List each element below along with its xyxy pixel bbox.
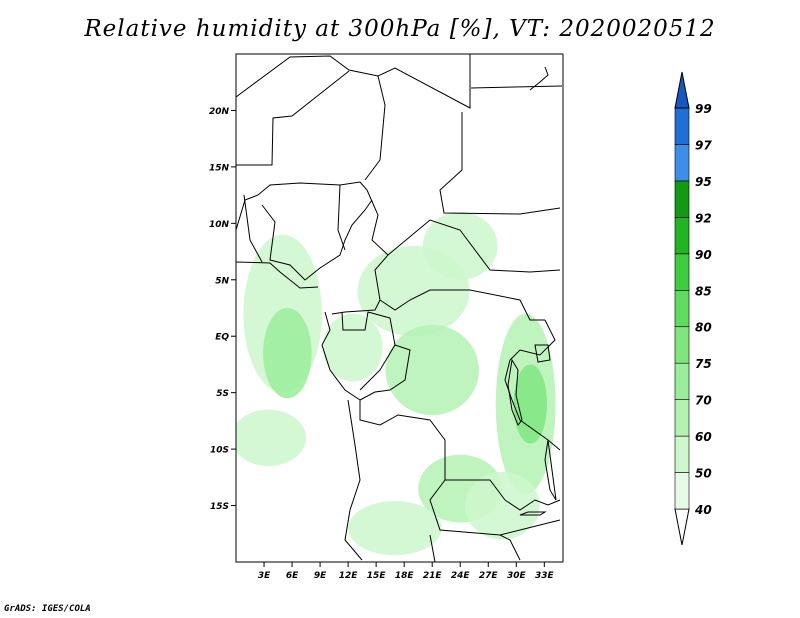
colorbar-label: 85 [695,284,712,298]
colorbar-label: 70 [695,394,712,408]
lon-tick-label: 3E [258,571,271,581]
humidity-blob-8 [513,364,548,444]
colorbar-segment [674,217,690,255]
lon-tick-label: 21E [423,571,443,581]
colorbar-label: 99 [695,102,712,116]
colorbar-label: 92 [695,211,712,225]
figure-title: Relative humidity at 300hPa [%], VT: 202… [84,16,716,42]
humidity-blob-5 [385,324,479,416]
lat-tick-label: EQ [215,333,229,343]
colorbar-segment [674,399,690,437]
lat-tick-label: 15N [209,163,230,173]
lon-tick-label: 27E [479,571,499,581]
lat-tick-label: 15S [210,502,229,512]
colorbar-below-arrow [674,508,690,546]
colorbar-label: 40 [694,503,712,517]
colorbar-label: 80 [695,321,712,335]
colorbar-segment [674,435,690,473]
lat-tick-label: 10N [209,220,230,230]
lon-tick-label: 33E [535,571,555,581]
lon-tick-label: 9E [314,571,327,581]
colorbar-label: 75 [695,357,712,371]
humidity-blob-3 [322,313,383,382]
credit-text: GrADS: IGES/COLA [4,604,91,614]
humidity-blob-10 [348,501,442,556]
latitude-axis: 20N 15N 10N 5N EQ 5S 10S 15S [209,107,236,512]
colorbar-label: 97 [695,138,712,152]
colorbar-segment [674,144,690,182]
lat-tick-label: 10S [210,446,229,456]
map-frame [235,53,564,563]
humidity-blob-11 [464,471,540,540]
humidity-blob-1 [263,308,312,399]
lon-tick-label: 18E [395,571,415,581]
lat-tick-label: 5S [216,389,229,399]
colorbar-segment [674,107,690,145]
humidity-blob-2 [236,409,307,467]
colorbar-label: 90 [695,248,712,262]
colorbar-above-arrow [674,71,690,109]
colorbar-segment [674,326,690,364]
lon-tick-label: 6E [286,571,299,581]
lon-tick-label: 12E [339,571,359,581]
longitude-axis: 3E 6E 9E 12E 15E 18E 21E 24E 27E 30E 33E [258,562,555,581]
colorbar-label: 50 [695,467,712,481]
country-borders [236,54,563,562]
lat-tick-label: 20N [209,107,230,117]
colorbar: 40 50 60 70 75 80 85 90 92 95 97 99 [674,71,712,546]
lon-tick-label: 30E [507,571,527,581]
colorbar-segment [674,253,690,291]
lon-tick-label: 15E [367,571,387,581]
humidity-blob-6 [422,212,498,280]
colorbar-label: 95 [695,175,712,189]
lon-tick-label: 24E [451,571,471,581]
colorbar-segment [674,289,690,328]
colorbar-segment [674,472,690,510]
humidity-shading [236,212,556,556]
colorbar-segment [674,180,690,218]
lat-tick-label: 5N [215,276,229,286]
colorbar-segment [674,362,690,400]
colorbar-label: 60 [695,430,712,444]
